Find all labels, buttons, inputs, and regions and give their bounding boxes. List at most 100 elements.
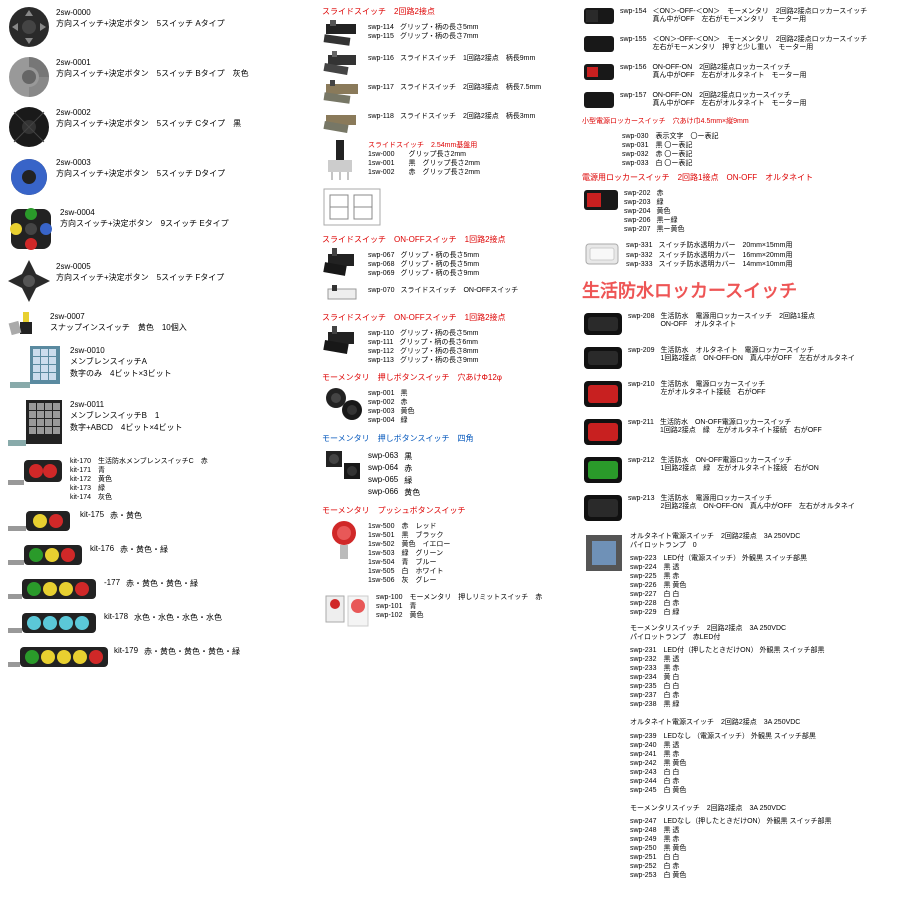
product-id: 2sw-0005 bbox=[56, 262, 224, 271]
product-id: 2sw-0010 bbox=[70, 346, 172, 355]
product-row: オルタネイト電源スイッチ 2回路2接点 3A 250VDC パイロットランプ 0… bbox=[582, 529, 894, 617]
product-id: swp-111 bbox=[368, 339, 393, 347]
section-header: 小型電源ロッカースイッチ 穴あけ巾4.5mm×縦9mm bbox=[582, 118, 894, 126]
thumb-slide-big bbox=[322, 138, 364, 182]
product-desc: 赤 bbox=[656, 190, 663, 198]
product-id: swp-155 bbox=[620, 36, 646, 52]
product-desc: グリップ・柄の長さ5mm bbox=[400, 24, 479, 32]
list-item: 1sw-503 緑 グリーン bbox=[368, 550, 450, 558]
thumb-pushbtn-red bbox=[322, 519, 364, 563]
product-id: -177 bbox=[104, 578, 120, 589]
list: オルタネイト電源スイッチ 2回路2接点 3A 250VDC swp-239 LE… bbox=[630, 715, 894, 794]
product-desc: 緑 bbox=[404, 475, 412, 486]
thumb-rocker bbox=[582, 60, 616, 84]
list-item: swp-229 白 緑 bbox=[630, 609, 807, 617]
list-head: swp-100 モーメンタリ 押しリミットスイッチ 赤 bbox=[376, 594, 542, 602]
sub-header: パイロットランプ 赤LED付 bbox=[630, 634, 894, 642]
product-row: swp-211生活防水 ON-OFF電源ロッカースイッチ 1回路2接点 緑 左が… bbox=[582, 415, 894, 449]
thumb-kit179 bbox=[6, 642, 110, 672]
list-item: swp-239 LEDなし （電源スイッチ） 外観黒 スイッチ部黒 bbox=[630, 733, 894, 741]
product-desc: グリップ・柄の長さ9mm bbox=[400, 357, 479, 365]
thumb-rocker bbox=[582, 32, 616, 56]
product-desc: 生活防水 電源用ロッカースイッチ 2回路2接点 ON-OFF-ON 真ん中がOF… bbox=[660, 495, 854, 511]
thumb-wp-rocker bbox=[582, 453, 624, 487]
list-item: swp-243 白 白 bbox=[630, 769, 894, 777]
thumb-joy-f bbox=[6, 258, 52, 304]
sub-header: モーメンタリスイッチ 2回路2接点 3A 250VDC bbox=[630, 805, 894, 813]
thumb-wp-rocker bbox=[582, 415, 624, 449]
product-id: swp-116 bbox=[368, 55, 394, 63]
thumb-pushbtn bbox=[322, 386, 364, 422]
product-desc: グリップ・柄の長さ5mm bbox=[400, 261, 479, 269]
product-row: 2sw-0004方向スイッチ+決定ボタン 9スイッチ Eタイプ bbox=[6, 204, 318, 254]
thumb-rocker-red bbox=[582, 186, 620, 214]
list-item: 1sw-002 赤 グリップ長さ2mm bbox=[368, 169, 480, 177]
product-row: 2sw-0001方向スイッチ+決定ボタン 5スイッチ Bタイプ 灰色 bbox=[6, 54, 318, 100]
thumb-slide bbox=[322, 51, 364, 75]
product-row: 2sw-0007スナップインスイッチ 黄色 10個入 bbox=[6, 308, 318, 338]
list-item: swp-227 白 白 bbox=[630, 591, 807, 599]
list-item: swp-102 黄色 bbox=[376, 612, 542, 620]
list-item: 1sw-502 黄色 イエロー bbox=[368, 541, 450, 549]
product-row: swp-155 ＜ON＞-OFF-＜ON＞ モーメンタリ 2回路2接点ロッカースイ… bbox=[582, 32, 894, 56]
thumb-slide bbox=[322, 80, 364, 104]
list-item: kit-170 生活防水メンブレンスイッチC 赤 bbox=[70, 458, 208, 466]
thumb-rocker bbox=[582, 88, 616, 112]
product-row: 1sw-500 赤 レッド 1sw-501 黒 ブラック 1sw-502 黄色 … bbox=[322, 519, 578, 585]
section-header: スライドスイッチ 2回路2接点 bbox=[322, 6, 578, 17]
product-id: kit-178 bbox=[104, 612, 128, 623]
list-item: swp-101 青 bbox=[376, 603, 542, 611]
product-row: swp-110グリップ・柄の長さ5mm swp-111グリップ・柄の長さ6mm … bbox=[322, 326, 578, 365]
thumb-slide bbox=[322, 283, 364, 305]
product-id: 2sw-0000 bbox=[56, 8, 225, 17]
thumb-kit175 bbox=[6, 506, 76, 536]
product-id: swp-001 bbox=[368, 390, 394, 398]
product-desc: スナップインスイッチ 黄色 10個入 bbox=[50, 322, 187, 333]
product-id: swp-204 bbox=[624, 208, 650, 216]
list: モーメンタリスイッチ 2回路2接点 3A 250VDC パイロットランプ 赤LE… bbox=[630, 621, 894, 709]
thumb-pushbtn-sq bbox=[322, 447, 364, 483]
product-row: kit-176赤・黄色・緑 bbox=[6, 540, 318, 570]
product-desc: 赤・黄色 bbox=[110, 510, 142, 521]
sub-header: モーメンタリスイッチ 2回路2接点 3A 250VDC bbox=[630, 625, 894, 633]
product-id: swp-066 bbox=[368, 487, 398, 498]
product-row: swp-213生活防水 電源用ロッカースイッチ 2回路2接点 ON-OFF-ON… bbox=[582, 491, 894, 525]
product-desc: ＜ON＞-OFF-＜ON＞ モーメンタリ 2回路2接点ロッカースイッチ 左右がモ… bbox=[652, 36, 867, 52]
list-item: swp-238 黒 緑 bbox=[630, 701, 894, 709]
list-item: swp-240 黒 透 bbox=[630, 742, 894, 750]
list-item: swp-241 黒 赤 bbox=[630, 751, 894, 759]
thumb-slide bbox=[322, 109, 364, 133]
product-desc: 方向スイッチ+決定ボタン 5スイッチ Cタイプ 黒 bbox=[56, 118, 241, 129]
product-desc: 黄色 bbox=[404, 487, 420, 498]
product-desc: 方向スイッチ+決定ボタン 5スイッチ Fタイプ bbox=[56, 272, 224, 283]
product-id: swp-070 bbox=[368, 287, 394, 295]
product-id: swp-068 bbox=[368, 261, 394, 269]
product-desc: メンブレンスイッチA bbox=[70, 356, 172, 367]
list-item: 1sw-505 白 ホワイト bbox=[368, 568, 450, 576]
product-desc: 生活防水 電源ロッカースイッチ 左がオルタネイト接続 右がOFF bbox=[660, 381, 765, 397]
product-row: swp-331スイッチ防水透明カバー 20mm×15mm用 swp-332スイッ… bbox=[582, 238, 894, 268]
product-desc: スイッチ防水透明カバー 20mm×15mm用 bbox=[658, 242, 792, 250]
diagram-row bbox=[322, 187, 578, 227]
product-desc: スライドスイッチ 1回路2接点 柄長9mm bbox=[400, 55, 535, 63]
thumb-limit bbox=[322, 590, 372, 630]
product-desc: メンブレンスイッチB 1 bbox=[70, 410, 182, 421]
list-item: swp-234 黄 白 bbox=[630, 674, 894, 682]
sub-header: パイロットランプ 0 bbox=[630, 542, 807, 550]
product-desc: 黒ー緑 bbox=[656, 217, 677, 225]
list-item: 1sw-000 グリップ長さ2mm bbox=[368, 151, 480, 159]
list-item: swp-237 白 赤 bbox=[630, 692, 894, 700]
thumb-mem44 bbox=[6, 396, 66, 450]
product-desc: 方向スイッチ+決定ボタン 5スイッチ Bタイプ 灰色 bbox=[56, 68, 249, 79]
list-item: kit-174 灰色 bbox=[70, 494, 208, 502]
product-desc: グリップ・柄の長さ7mm bbox=[400, 33, 479, 41]
product-desc: スイッチ防水透明カバー 14mm×10mm用 bbox=[658, 261, 792, 269]
list-item: swp-224 黒 透 bbox=[630, 564, 807, 572]
product-id: swp-207 bbox=[624, 226, 650, 234]
product-row: 2sw-0010メンブレンスイッチA数字のみ 4ビット×3ビット bbox=[6, 342, 318, 392]
product-desc: 黒 bbox=[404, 451, 412, 462]
list-item: 1sw-501 黒 ブラック bbox=[368, 532, 450, 540]
list-item: swp-244 白 赤 bbox=[630, 778, 894, 786]
thumb-snap bbox=[6, 308, 46, 338]
thumb-joy-a bbox=[6, 4, 52, 50]
